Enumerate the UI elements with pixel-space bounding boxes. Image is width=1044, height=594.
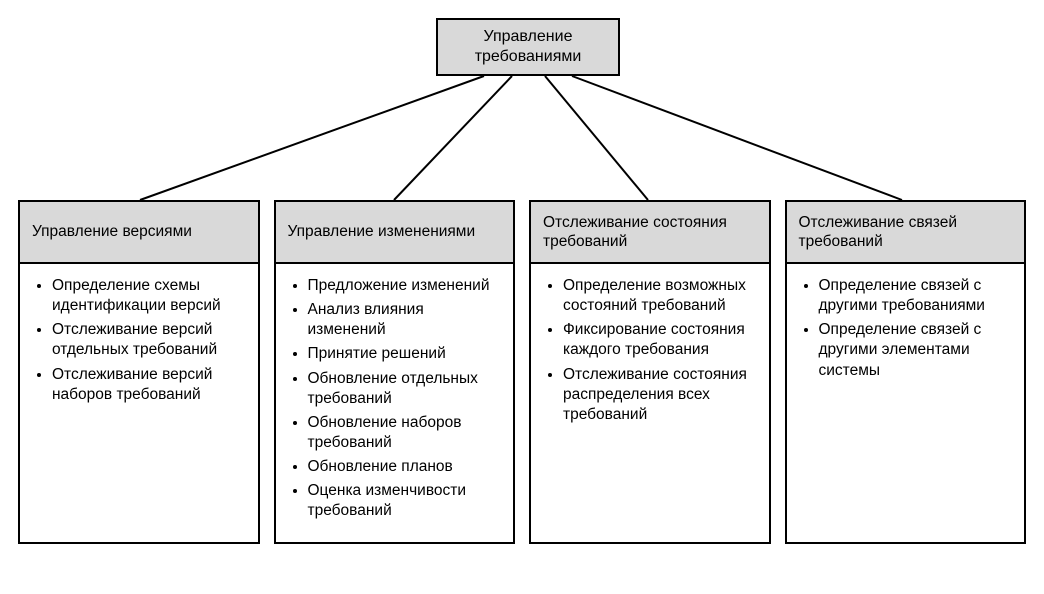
- child-header: Отслеживание связей требований: [787, 202, 1025, 264]
- child-title: Управление изменениями: [288, 222, 476, 241]
- child-item-list: Предложение изменений Анализ влияния изме…: [286, 276, 504, 522]
- child-item: Отслеживание версий наборов требований: [52, 365, 248, 405]
- child-item: Отслеживание состояния распределения все…: [563, 365, 759, 425]
- child-item: Анализ влияния изменений: [308, 300, 504, 340]
- child-item: Определение схемы идентификации версий: [52, 276, 248, 316]
- connector-line: [394, 76, 512, 200]
- connector-line: [545, 76, 648, 200]
- child-title: Управление версиями: [32, 222, 192, 241]
- root-label: Управление требованиями: [452, 27, 604, 67]
- child-item: Обновление наборов требований: [308, 413, 504, 453]
- child-item-list: Определение связей с другими требованиям…: [797, 276, 1015, 381]
- child-body: Определение возможных состояний требован…: [531, 264, 769, 445]
- child-title: Отслеживание состояния требований: [543, 213, 757, 252]
- child-header: Отслеживание состояния требований: [531, 202, 769, 264]
- child-node: Отслеживание состояния требований Определ…: [529, 200, 771, 544]
- connector-line: [140, 76, 484, 200]
- root-node: Управление требованиями: [436, 18, 620, 76]
- child-item: Определение связей с другими элементами …: [819, 320, 1015, 380]
- child-item: Принятие решений: [308, 344, 504, 364]
- child-body: Предложение изменений Анализ влияния изме…: [276, 264, 514, 542]
- child-item: Определение возможных состояний требован…: [563, 276, 759, 316]
- child-item: Предложение изменений: [308, 276, 504, 296]
- child-node: Отслеживание связей требований Определени…: [785, 200, 1027, 544]
- child-item: Оценка изменчивости требований: [308, 481, 504, 521]
- child-item: Фиксирование состояния каждого требовани…: [563, 320, 759, 360]
- child-item-list: Определение схемы идентификации версийОт…: [30, 276, 248, 405]
- child-item: Отслеживание версий отдельных требований: [52, 320, 248, 360]
- children-row: Управление версиями Определение схемы иде…: [18, 200, 1026, 544]
- child-header: Управление версиями: [20, 202, 258, 264]
- child-item-list: Определение возможных состояний требован…: [541, 276, 759, 425]
- child-header: Управление изменениями: [276, 202, 514, 264]
- child-item: Определение связей с другими требованиям…: [819, 276, 1015, 316]
- child-node: Управление изменениями Предложение измене…: [274, 200, 516, 544]
- child-body: Определение схемы идентификации версийОт…: [20, 264, 258, 425]
- child-node: Управление версиями Определение схемы иде…: [18, 200, 260, 544]
- child-item: Обновление планов: [308, 457, 504, 477]
- child-item: Обновление отдельных требований: [308, 369, 504, 409]
- connector-line: [572, 76, 902, 200]
- child-body: Определение связей с другими требованиям…: [787, 264, 1025, 401]
- child-title: Отслеживание связей требований: [799, 213, 1013, 252]
